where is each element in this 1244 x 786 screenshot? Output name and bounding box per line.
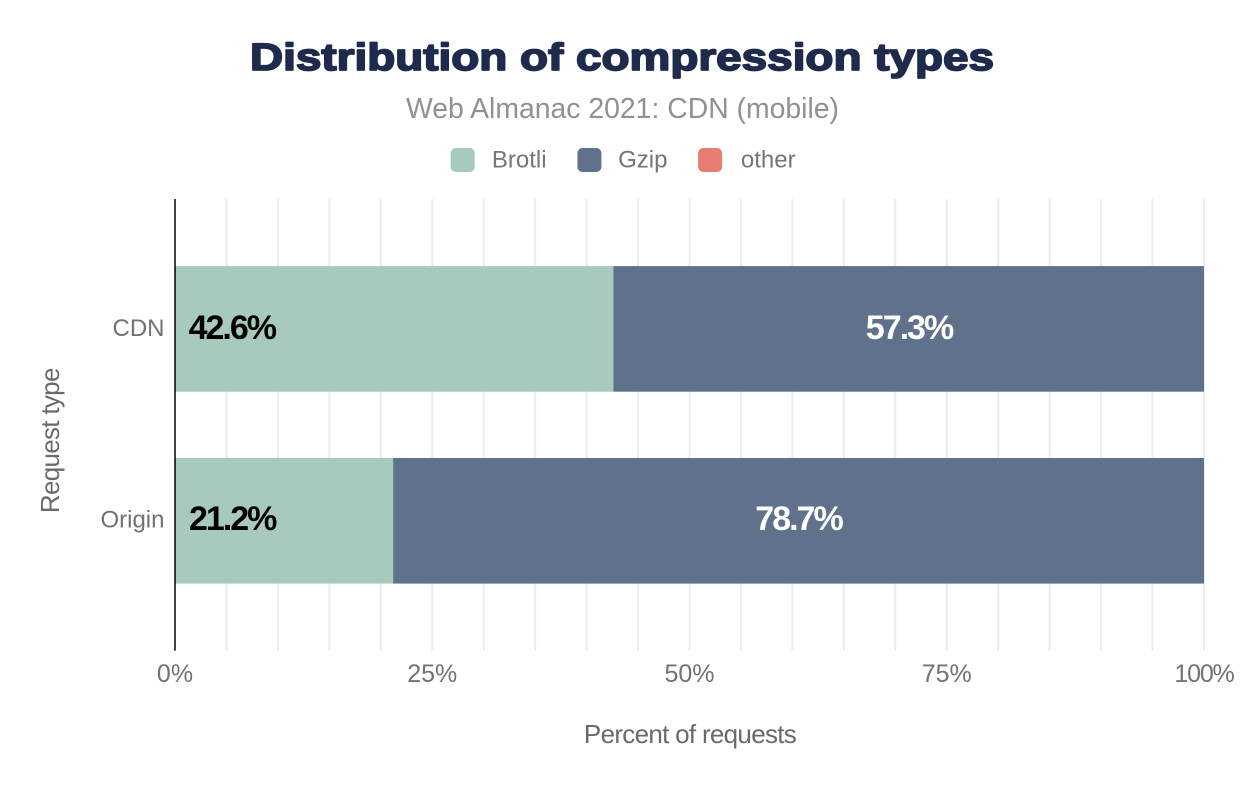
svg-text:Web Almanac 2021: CDN (mobile): Web Almanac 2021: CDN (mobile): [406, 93, 839, 125]
svg-text:Origin: Origin: [100, 507, 164, 534]
svg-text:Request type: Request type: [35, 368, 65, 513]
svg-text:Brotli: Brotli: [492, 147, 547, 174]
svg-text:57.3%: 57.3%: [866, 309, 954, 347]
svg-text:CDN: CDN: [113, 315, 165, 342]
svg-text:other: other: [741, 147, 796, 174]
svg-text:Gzip: Gzip: [618, 147, 667, 174]
svg-text:78.7%: 78.7%: [755, 500, 843, 538]
svg-text:21.2%: 21.2%: [189, 500, 277, 538]
svg-text:42.6%: 42.6%: [189, 309, 277, 347]
svg-text:Percent of requests: Percent of requests: [584, 719, 797, 749]
svg-text:75%: 75%: [922, 660, 972, 688]
svg-text:Distribution of compression ty: Distribution of compression types: [250, 37, 994, 79]
svg-text:100%: 100%: [1174, 660, 1234, 688]
svg-text:0%: 0%: [157, 660, 193, 688]
svg-text:50%: 50%: [664, 660, 714, 688]
svg-text:25%: 25%: [407, 660, 457, 688]
